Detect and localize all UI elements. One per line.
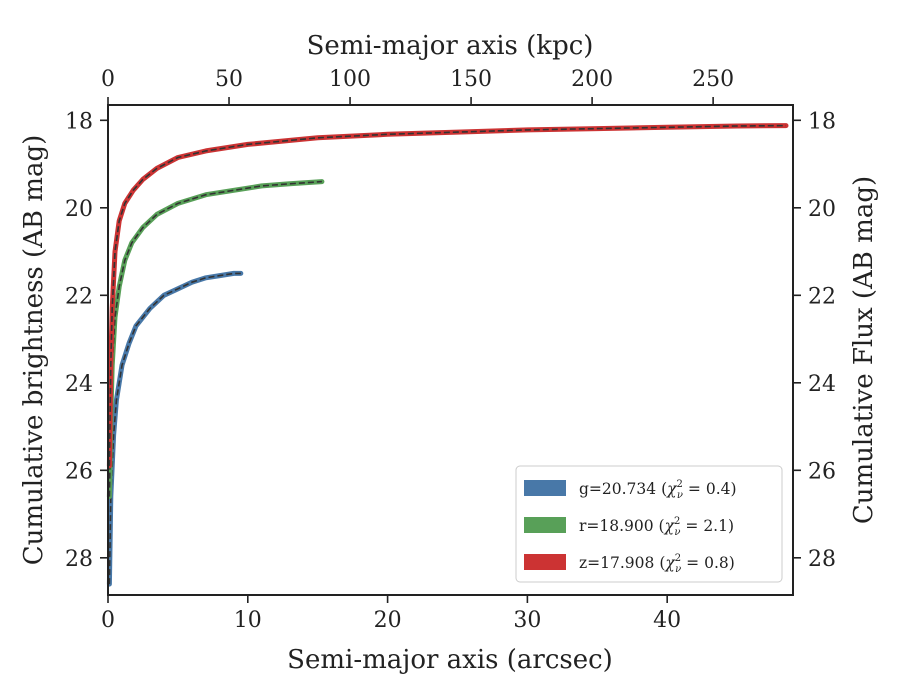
plot-frame <box>107 104 794 596</box>
x-tick-label: 20 <box>374 608 402 633</box>
x-tick-label: 30 <box>513 608 541 633</box>
y-tick-label: 18 <box>65 109 93 134</box>
x-tick-label: 0 <box>101 608 115 633</box>
x2-tick-label: 100 <box>329 67 371 92</box>
legend: g=20.734 (χ2 ν = 0.4) r=18.900 (χ2 ν = 2.1… <box>515 465 783 583</box>
x2-tick-label: 200 <box>571 67 613 92</box>
y2-tick-label: 24 <box>808 372 836 397</box>
y-tick-label: 20 <box>65 197 93 222</box>
x-axis-title: Semi-major axis (arcsec) <box>287 645 613 675</box>
y-tick-label: 26 <box>65 459 93 484</box>
model-line-z <box>108 124 787 466</box>
legend-swatch-r <box>524 517 566 533</box>
y-tick-label: 24 <box>65 372 93 397</box>
y2-axis-title: Cumulative Flux (AB mag) <box>849 176 879 524</box>
x2-axis-title: Semi-major axis (kpc) <box>307 31 594 61</box>
legend-swatch-g <box>524 480 566 496</box>
y-axis-title: Cumulative brightness (AB mag) <box>19 135 49 566</box>
model-line-g <box>108 272 241 585</box>
y2-tick-label: 22 <box>808 284 836 309</box>
curves-group <box>106 123 789 587</box>
ticks-group: 0 10 20 30 40 0 50 100 150 200 250 18 18 20 20 22 22 24 24… <box>65 67 836 633</box>
y-tick-label: 28 <box>65 547 93 572</box>
legend-label-g: g=20.734 (χ2 ν = 0.4) <box>579 479 737 501</box>
x-tick-label: 10 <box>234 608 262 633</box>
x2-tick-label: 150 <box>450 67 492 92</box>
y-tick-label: 22 <box>65 284 93 309</box>
y2-tick-label: 18 <box>808 109 836 134</box>
x-tick-label: 40 <box>653 608 681 633</box>
legend-label-r: r=18.900 (χ2 ν = 2.1) <box>579 516 734 538</box>
y2-tick-label: 28 <box>808 547 836 572</box>
x2-tick-label: 250 <box>692 67 734 92</box>
y2-tick-label: 20 <box>808 197 836 222</box>
x2-tick-label: 50 <box>215 67 243 92</box>
legend-label-z: z=17.908 (χ2 ν = 0.8) <box>579 553 735 575</box>
y2-tick-label: 26 <box>808 459 836 484</box>
legend-box <box>515 465 783 583</box>
legend-swatch-z <box>524 554 566 570</box>
x2-tick-label: 0 <box>101 67 115 92</box>
